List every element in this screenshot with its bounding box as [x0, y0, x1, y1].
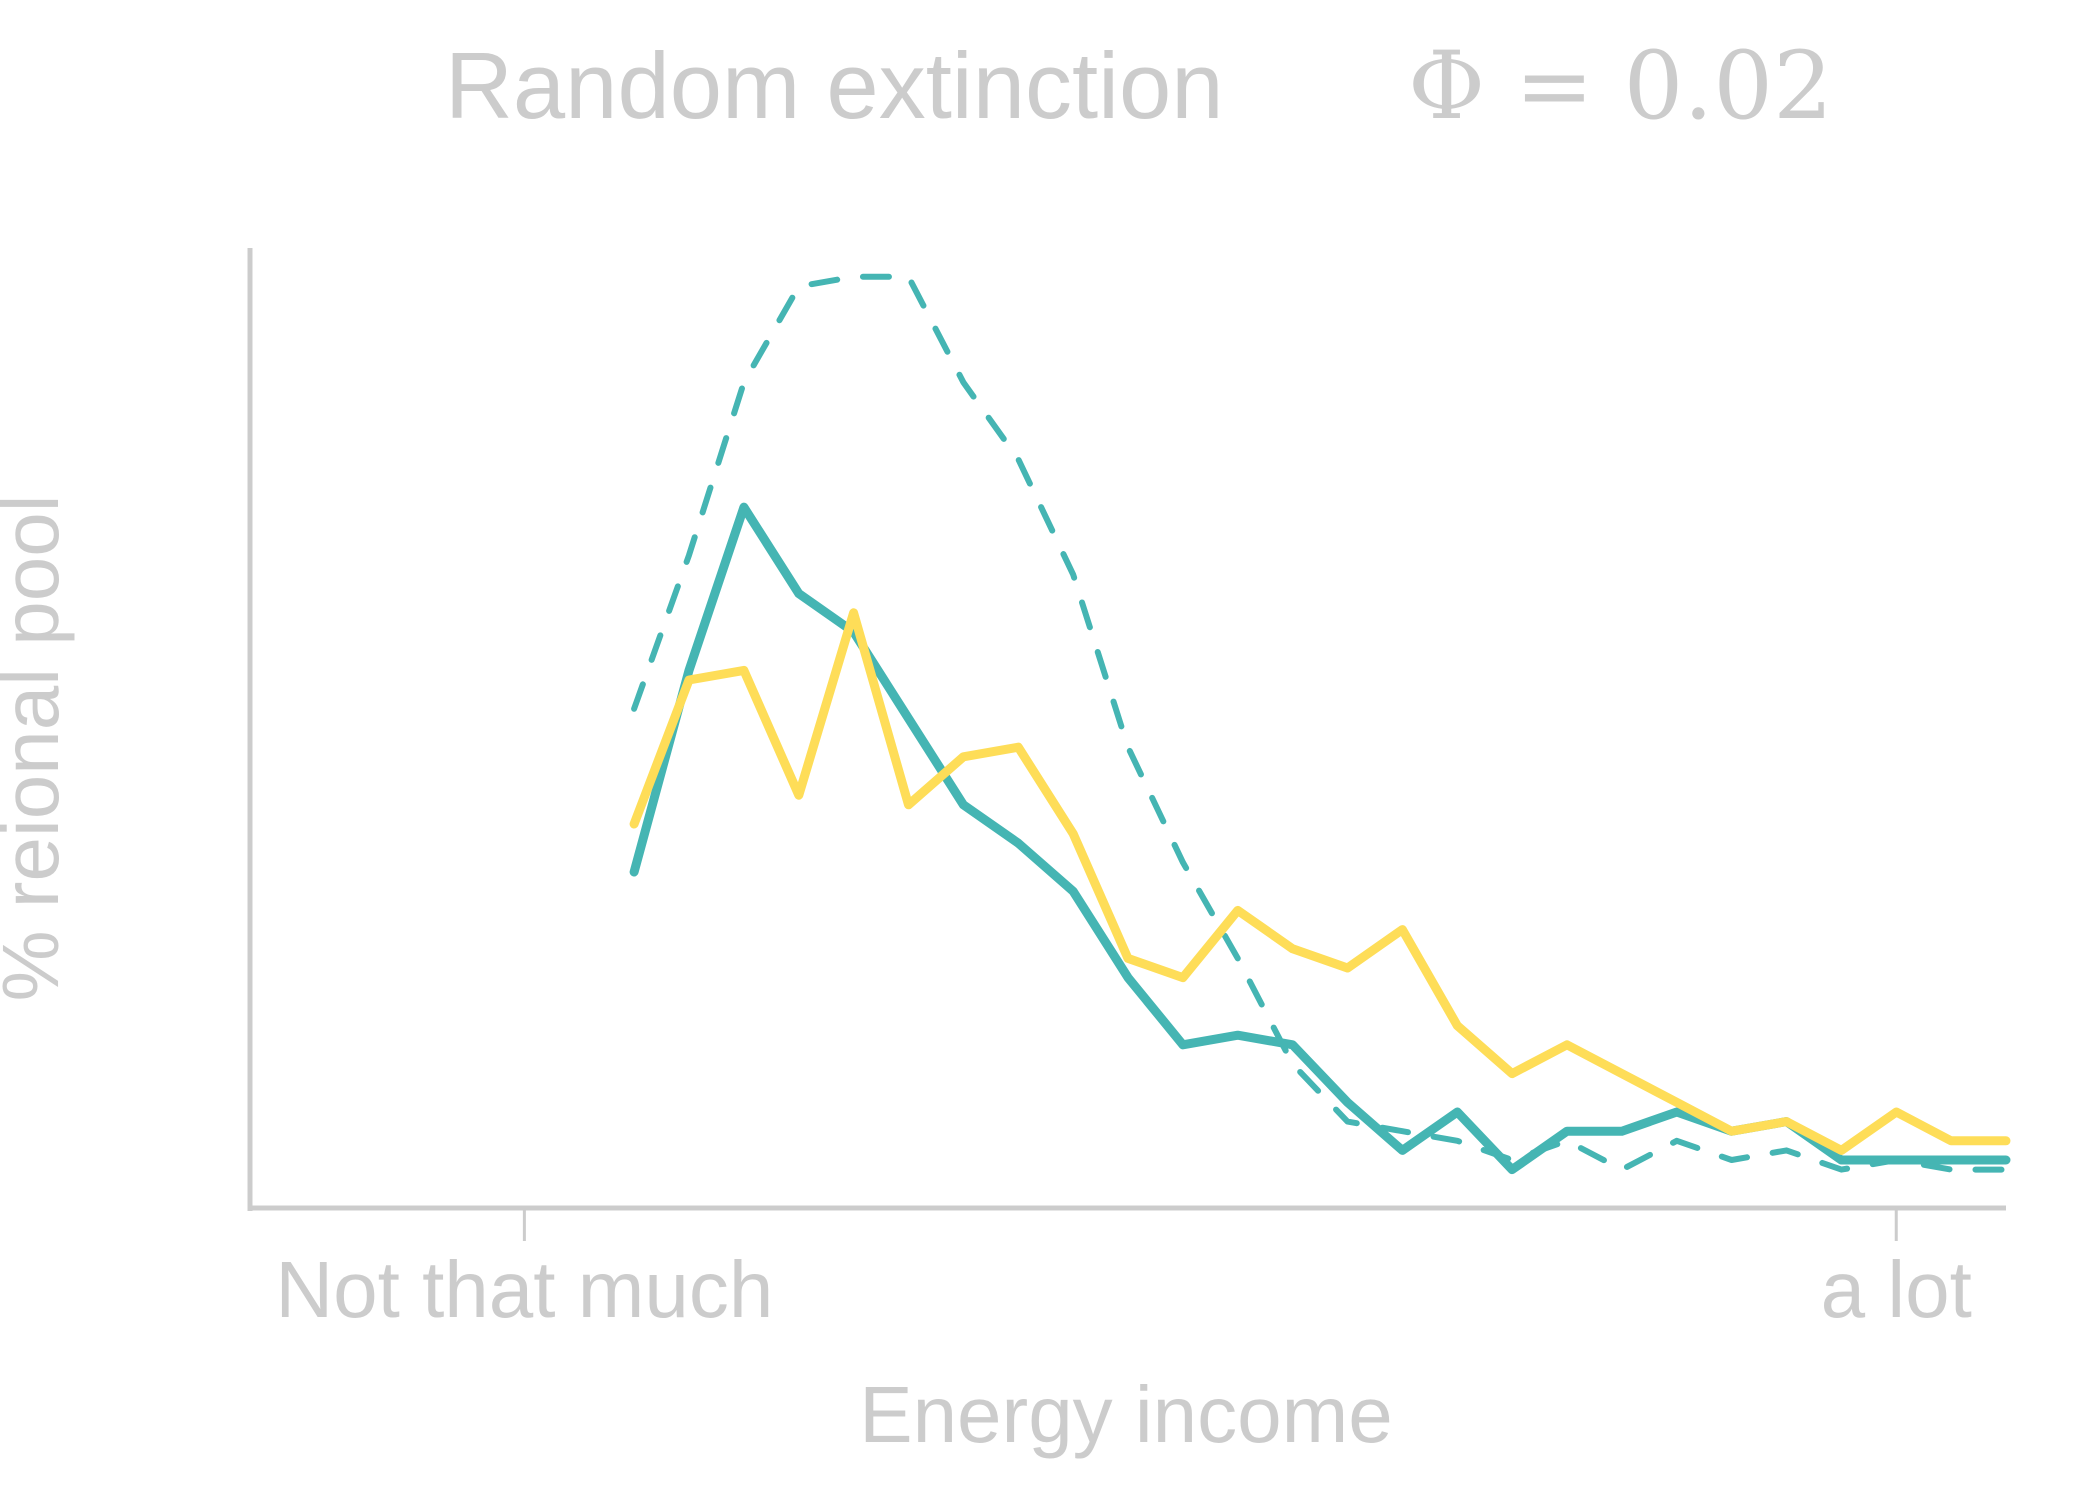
x-axis-label: Energy income	[859, 1370, 1393, 1459]
series-2-line	[629, 502, 2011, 1175]
y-axis-label: % reional pool	[0, 495, 75, 1002]
x-tick-label: a lot	[1821, 1245, 1972, 1334]
series-3-line	[629, 608, 2011, 1155]
x-tick-label: Not that much	[275, 1245, 773, 1334]
x-ticks: Not that much a lot	[275, 1208, 1972, 1334]
chart-title: Random extinction	[445, 33, 1224, 138]
series-group	[629, 273, 2011, 1175]
chart-subtitle: Φ = 0.02	[1408, 32, 1833, 141]
series-1-line	[631, 273, 2009, 1173]
